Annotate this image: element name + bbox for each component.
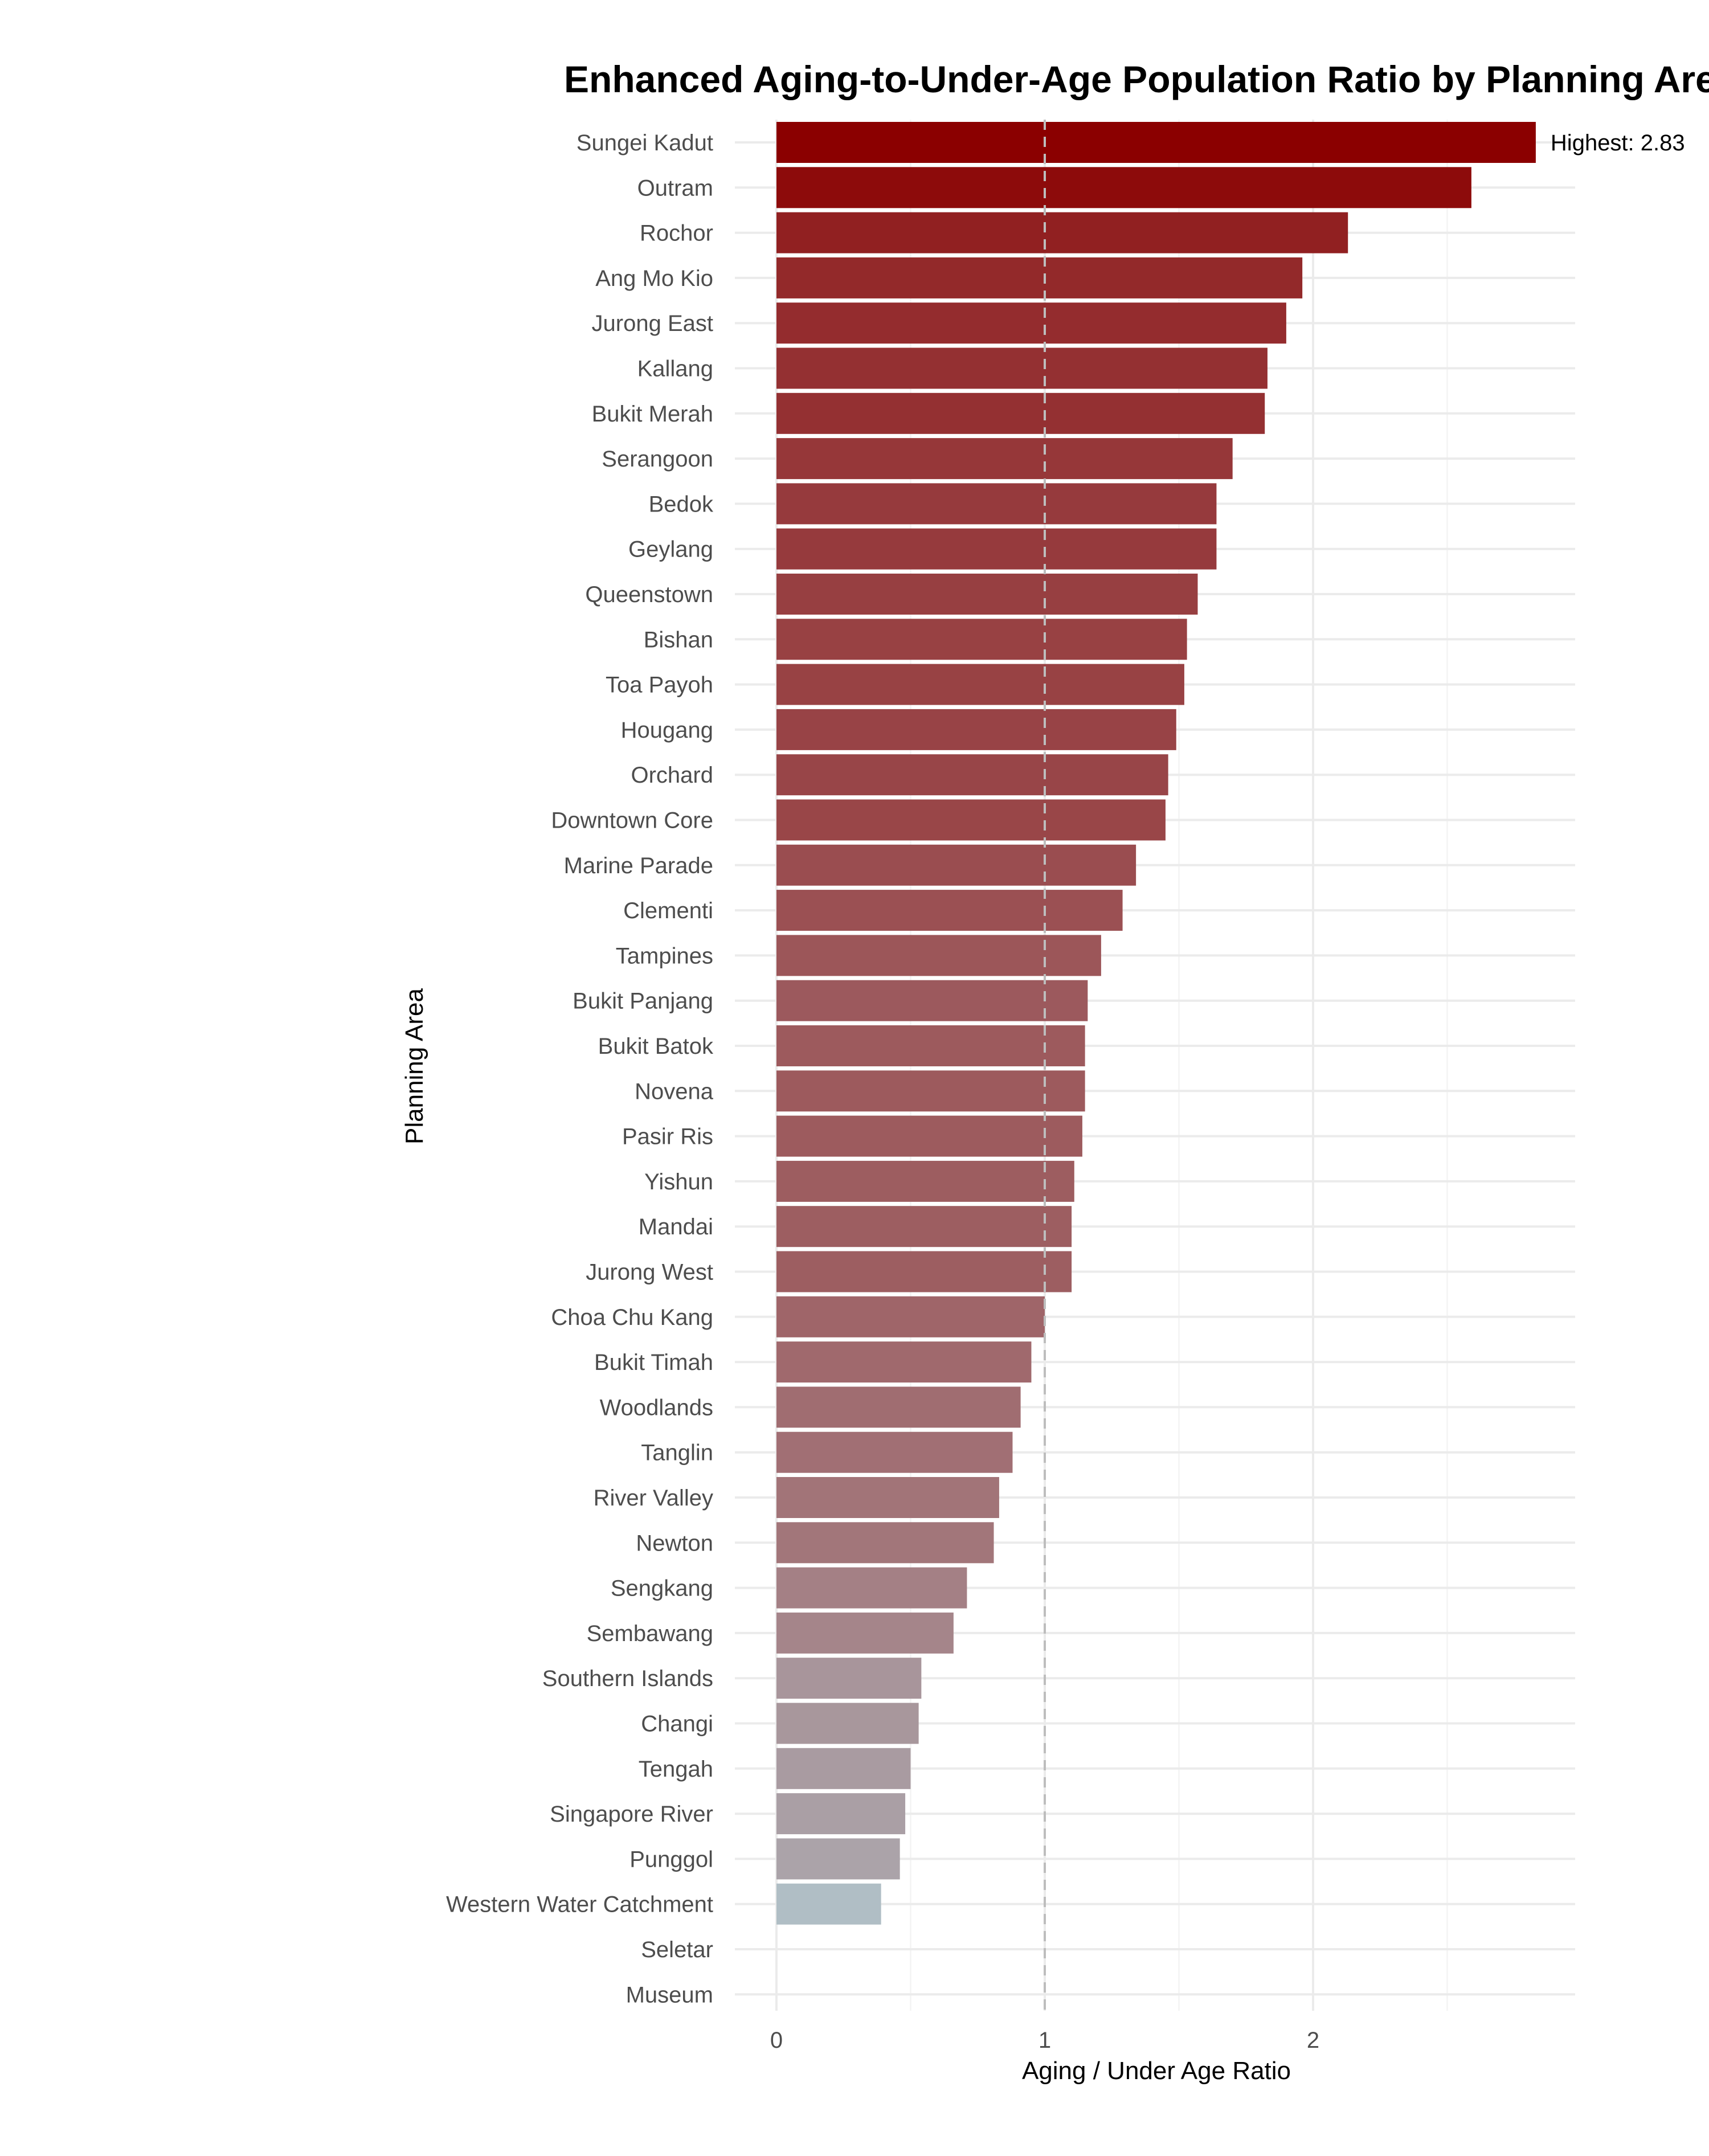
bar-serangoon [776, 438, 1233, 480]
bar-sungei-kadut [776, 122, 1536, 163]
y-tick-label: Kallang [637, 357, 713, 382]
y-tick-label: Pasir Ris [622, 1124, 713, 1149]
annotation-highest: Highest: 2.83 [1551, 130, 1685, 156]
bar-bukit-batok [776, 1025, 1085, 1066]
bar-hougang [776, 709, 1176, 750]
bar-bukit-panjang [776, 980, 1088, 1021]
y-tick-label: Ang Mo Kio [595, 266, 713, 291]
y-tick-label: Tengah [639, 1757, 713, 1782]
y-tick-label: Novena [635, 1079, 714, 1104]
bars [776, 122, 1536, 1925]
y-tick-label: Hougang [621, 718, 713, 743]
x-tick-label: 2 [1307, 2028, 1319, 2053]
y-tick-label: Seletar [641, 1937, 713, 1962]
y-tick-label: Bukit Timah [594, 1350, 713, 1375]
bar-geylang [776, 528, 1217, 570]
bar-yishun [776, 1160, 1074, 1202]
bar-woodlands [776, 1386, 1021, 1428]
y-tick-label: Clementi [623, 898, 713, 923]
y-tick-label: Downtown Core [551, 808, 713, 833]
y-tick-label: Orchard [631, 763, 714, 788]
y-tick-label: Singapore River [550, 1802, 713, 1827]
x-tick-label: 1 [1039, 2028, 1051, 2053]
bar-tengah [776, 1748, 911, 1789]
y-tick-label: Punggol [629, 1847, 713, 1872]
y-tick-label: Queenstown [585, 582, 713, 607]
y-tick-label: Yishun [644, 1169, 713, 1194]
y-tick-label: Outram [637, 175, 713, 201]
y-tick-label: Southern Islands [542, 1666, 713, 1691]
bar-kallang [776, 347, 1268, 389]
y-tick-label: Bukit Panjang [573, 989, 713, 1014]
bar-jurong-east [776, 302, 1286, 344]
bar-newton [776, 1522, 994, 1564]
bar-choa-chu-kang [776, 1296, 1045, 1337]
bar-western-water-catchment [776, 1883, 881, 1925]
bar-southern-islands [776, 1658, 922, 1699]
y-tick-label: Changi [641, 1712, 713, 1737]
bar-ang-mo-kio [776, 257, 1303, 298]
y-tick-label: Serangoon [602, 447, 713, 472]
tick-labels: Sungei Kadut Outram Rochor Ang Mo Kio Jurong… [446, 130, 1319, 2053]
bar-downtown-core [776, 799, 1166, 841]
bar-bukit-merah [776, 392, 1265, 434]
bar-orchard [776, 754, 1168, 796]
y-tick-label: Bukit Batok [598, 1034, 714, 1059]
bar-queenstown [776, 574, 1198, 615]
y-tick-label: Western Water Catchment [446, 1892, 713, 1917]
bar-sengkang [776, 1567, 967, 1609]
y-tick-label: Choa Chu Kang [551, 1305, 713, 1330]
y-tick-label: Rochor [640, 221, 713, 246]
y-tick-label: Sungei Kadut [577, 130, 713, 156]
bar-rochor [776, 212, 1348, 253]
y-tick-label: Tanglin [641, 1441, 713, 1466]
y-tick-label: Sengkang [611, 1576, 713, 1601]
y-tick-label: River Valley [594, 1486, 713, 1511]
bar-marine-parade [776, 844, 1136, 886]
y-tick-label: Geylang [628, 537, 713, 562]
bar-tanglin [776, 1431, 1013, 1473]
bar-singapore-river [776, 1793, 906, 1835]
bar-punggol [776, 1838, 900, 1880]
y-tick-label: Woodlands [600, 1395, 713, 1420]
y-tick-label: Mandai [639, 1214, 713, 1239]
bar-novena [776, 1070, 1085, 1112]
bar-clementi [776, 890, 1123, 931]
y-tick-label: Museum [626, 1982, 713, 2007]
bar-outram [776, 167, 1471, 208]
y-tick-label: Sembawang [587, 1621, 713, 1646]
y-tick-label: Toa Payoh [606, 673, 713, 698]
bar-bedok [776, 483, 1217, 525]
x-axis-title: Aging / Under Age Ratio [1022, 2057, 1291, 2085]
y-axis-title: Planning Area [400, 988, 428, 1144]
y-tick-label: Jurong East [592, 311, 713, 336]
bar-sembawang [776, 1612, 954, 1654]
chart-title: Enhanced Aging-to-Under-Age Population R… [564, 58, 1709, 100]
y-tick-label: Tampines [616, 943, 713, 968]
bar-mandai [776, 1206, 1072, 1247]
y-tick-label: Marine Parade [564, 853, 713, 878]
x-tick-label: 0 [770, 2028, 783, 2053]
y-tick-label: Bukit Merah [592, 402, 713, 427]
bar-changi [776, 1703, 919, 1744]
bar-pasir-ris [776, 1115, 1082, 1157]
bar-bishan [776, 619, 1187, 660]
bar-tampines [776, 935, 1101, 976]
bar-jurong-west [776, 1251, 1072, 1292]
bar-toa-payoh [776, 664, 1184, 705]
y-tick-label: Jurong West [586, 1260, 713, 1285]
y-tick-label: Bishan [644, 627, 713, 652]
bar-river-valley [776, 1477, 999, 1518]
y-tick-label: Bedok [649, 492, 714, 517]
y-tick-label: Newton [636, 1531, 713, 1556]
bar-bukit-timah [776, 1341, 1032, 1383]
